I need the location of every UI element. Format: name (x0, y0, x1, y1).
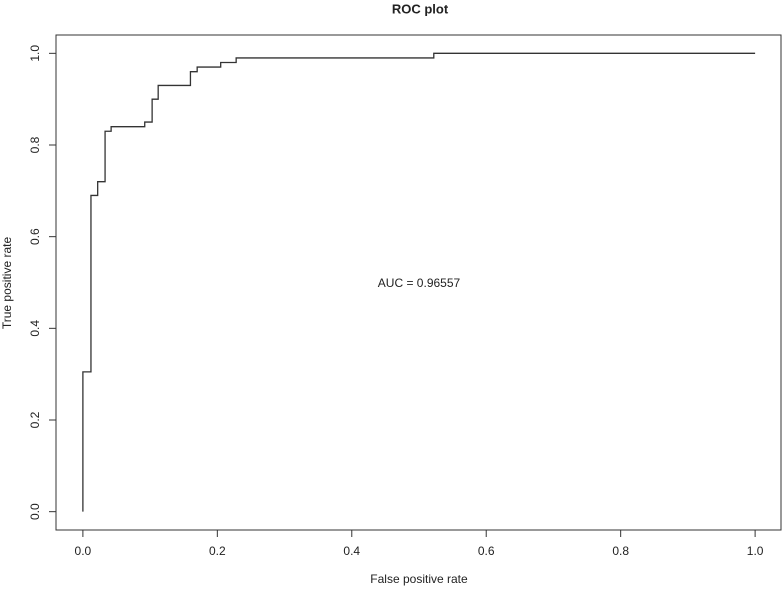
x-tick-label: 1.0 (747, 544, 764, 558)
y-tick-label: 0.4 (28, 320, 42, 337)
y-axis-label: True positive rate (0, 237, 14, 330)
y-tick-label: 0.8 (28, 136, 42, 153)
y-tick-label: 1.0 (28, 45, 42, 62)
x-tick-label: 0.8 (612, 544, 629, 558)
x-tick-label: 0.6 (478, 544, 495, 558)
y-tick-label: 0.6 (28, 228, 42, 245)
y-tick-label: 0.2 (28, 411, 42, 428)
plot-box (55, 34, 782, 531)
roc-line (82, 52, 756, 512)
x-tick-label: 0.2 (209, 544, 226, 558)
annotation: AUC = 0.96557 (378, 276, 461, 290)
x-tick-label: 0.4 (343, 544, 360, 558)
chart-title: ROC plot (392, 1, 449, 16)
y-tick-label: 0.0 (28, 503, 42, 520)
x-axis-label: False positive rate (370, 572, 468, 586)
x-tick-label: 0.0 (75, 544, 92, 558)
